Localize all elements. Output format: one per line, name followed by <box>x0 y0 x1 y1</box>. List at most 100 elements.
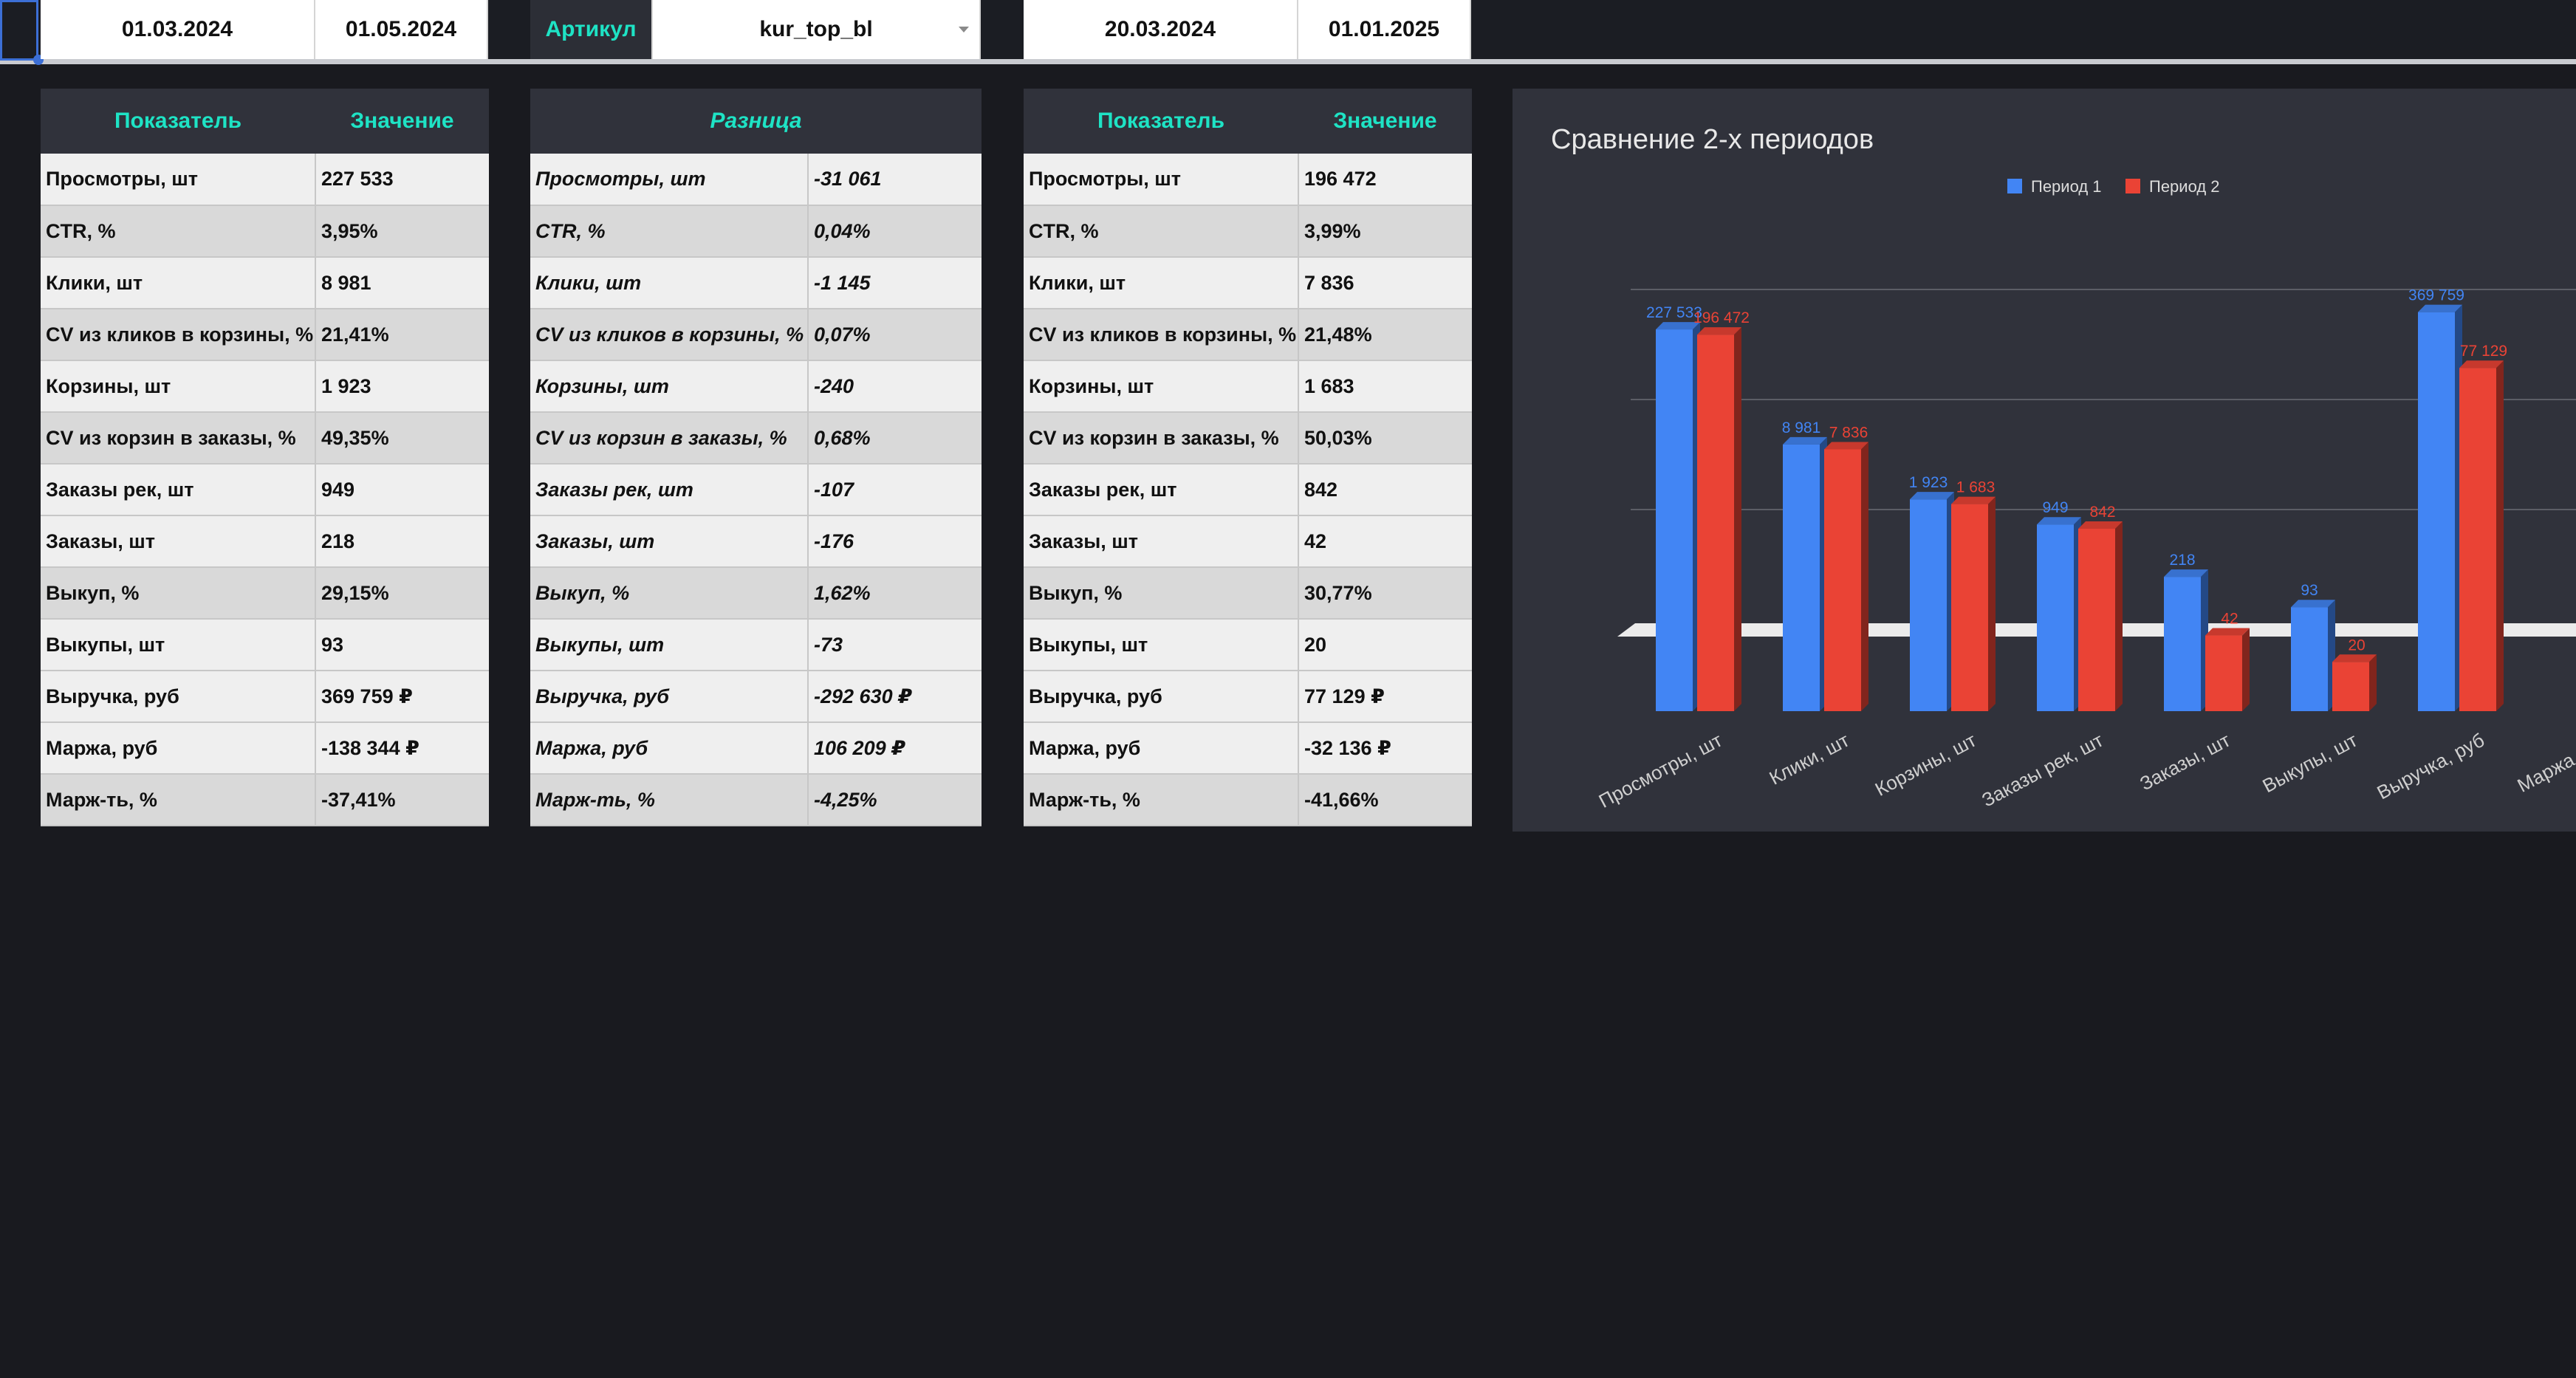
value-cell[interactable]: -107 <box>808 464 982 516</box>
table-row[interactable]: Просмотры, шт 227 533 <box>41 154 489 206</box>
metric-cell[interactable]: Заказы, шт <box>530 515 809 568</box>
selected-cell[interactable] <box>0 0 38 61</box>
table-row[interactable]: CV из кликов в корзины, % 21,48% <box>1024 309 1472 361</box>
value-cell[interactable]: -138 344 ₽ <box>315 722 489 775</box>
metric-cell[interactable]: CV из корзин в заказы, % <box>1024 412 1299 465</box>
value-cell[interactable]: -240 <box>808 360 982 413</box>
value-cell[interactable]: -32 136 ₽ <box>1298 722 1472 775</box>
table-row[interactable]: Маржа, руб 106 209 ₽ <box>530 722 982 775</box>
metric-cell[interactable]: Марж-ть, % <box>530 774 809 826</box>
metric-cell[interactable]: Выкупы, шт <box>41 619 316 671</box>
value-cell[interactable]: 0,04% <box>808 205 982 258</box>
value-cell[interactable]: -31 061 <box>808 154 982 206</box>
metric-cell[interactable]: CTR, % <box>530 205 809 258</box>
metric-cell[interactable]: Корзины, шт <box>530 360 809 413</box>
article-dropdown[interactable]: kur_top_bl <box>653 0 981 59</box>
value-cell[interactable]: -1 145 <box>808 257 982 309</box>
value-cell[interactable]: 0,68% <box>808 412 982 465</box>
table-row[interactable]: Корзины, шт -240 <box>530 360 982 413</box>
metric-cell[interactable]: Выкуп, % <box>1024 567 1299 620</box>
value-cell[interactable]: 21,48% <box>1298 309 1472 361</box>
metric-cell[interactable]: Просмотры, шт <box>530 154 809 206</box>
value-cell[interactable]: 77 129 ₽ <box>1298 671 1472 723</box>
metric-cell[interactable]: Заказы рек, шт <box>41 464 316 516</box>
comparison-chart[interactable]: Сравнение 2-х периодов Период 1 Период 2 2… <box>1513 89 2576 832</box>
table-row[interactable]: CV из кликов в корзины, % 0,07% <box>530 309 982 361</box>
metric-cell[interactable]: Выручка, руб <box>41 671 316 723</box>
table-row[interactable]: CV из корзин в заказы, % 0,68% <box>530 412 982 465</box>
metric-cell[interactable]: Клики, шт <box>1024 257 1299 309</box>
metric-cell[interactable]: Заказы, шт <box>1024 515 1299 568</box>
value-cell[interactable]: -41,66% <box>1298 774 1472 826</box>
value-cell[interactable]: 106 209 ₽ <box>808 722 982 775</box>
value-cell[interactable]: 3,95% <box>315 205 489 258</box>
metric-cell[interactable]: Выкупы, шт <box>1024 619 1299 671</box>
metric-cell[interactable]: CTR, % <box>41 205 316 258</box>
metric-cell[interactable]: Заказы рек, шт <box>1024 464 1299 516</box>
table-row[interactable]: Заказы, шт 218 <box>41 515 489 568</box>
value-cell[interactable]: 21,41% <box>315 309 489 361</box>
value-cell[interactable]: 30,77% <box>1298 567 1472 620</box>
table-row[interactable]: Заказы рек, шт 949 <box>41 464 489 516</box>
metric-cell[interactable]: Корзины, шт <box>1024 360 1299 413</box>
metric-cell[interactable]: CV из кликов в корзины, % <box>41 309 316 361</box>
table-row[interactable]: Выкуп, % 30,77% <box>1024 567 1472 620</box>
table-row[interactable]: Корзины, шт 1 683 <box>1024 360 1472 413</box>
value-cell[interactable]: 3,99% <box>1298 205 1472 258</box>
value-cell[interactable]: 369 759 ₽ <box>315 671 489 723</box>
metric-cell[interactable]: CV из кликов в корзины, % <box>530 309 809 361</box>
table-row[interactable]: CV из корзин в заказы, % 49,35% <box>41 412 489 465</box>
table-row[interactable]: Заказы, шт -176 <box>530 515 982 568</box>
metric-cell[interactable]: Просмотры, шт <box>41 154 316 206</box>
table-row[interactable]: Выкупы, шт 93 <box>41 619 489 671</box>
table-row[interactable]: Заказы, шт 42 <box>1024 515 1472 568</box>
value-cell[interactable]: 842 <box>1298 464 1472 516</box>
table-row[interactable]: Выручка, руб 77 129 ₽ <box>1024 671 1472 723</box>
value-cell[interactable]: 49,35% <box>315 412 489 465</box>
table-row[interactable]: CTR, % 0,04% <box>530 205 982 258</box>
value-cell[interactable]: 218 <box>315 515 489 568</box>
table-row[interactable]: Просмотры, шт -31 061 <box>530 154 982 206</box>
value-cell[interactable]: 20 <box>1298 619 1472 671</box>
table-row[interactable]: Выручка, руб 369 759 ₽ <box>41 671 489 723</box>
metric-cell[interactable]: CV из корзин в заказы, % <box>41 412 316 465</box>
table-row[interactable]: CV из корзин в заказы, % 50,03% <box>1024 412 1472 465</box>
period2-start-date[interactable]: 20.03.2024 <box>1024 0 1298 59</box>
table-row[interactable]: Выкупы, шт -73 <box>530 619 982 671</box>
metric-cell[interactable]: CTR, % <box>1024 205 1299 258</box>
dropdown-arrow-icon[interactable] <box>959 27 969 32</box>
table-row[interactable]: Заказы рек, шт -107 <box>530 464 982 516</box>
period2-end-date[interactable]: 01.01.2025 <box>1298 0 1471 59</box>
table-row[interactable]: Клики, шт 8 981 <box>41 257 489 309</box>
metric-cell[interactable]: CV из корзин в заказы, % <box>530 412 809 465</box>
table-row[interactable]: Выкупы, шт 20 <box>1024 619 1472 671</box>
metric-cell[interactable]: Маржа, руб <box>530 722 809 775</box>
metric-cell[interactable]: Марж-ть, % <box>41 774 316 826</box>
value-cell[interactable]: 50,03% <box>1298 412 1472 465</box>
table-row[interactable]: Клики, шт 7 836 <box>1024 257 1472 309</box>
value-cell[interactable]: 227 533 <box>315 154 489 206</box>
metric-cell[interactable]: Выкупы, шт <box>530 619 809 671</box>
table-row[interactable]: Марж-ть, % -4,25% <box>530 774 982 826</box>
value-cell[interactable]: 1,62% <box>808 567 982 620</box>
value-cell[interactable]: 1 683 <box>1298 360 1472 413</box>
value-cell[interactable]: -176 <box>808 515 982 568</box>
table-row[interactable]: Марж-ть, % -37,41% <box>41 774 489 826</box>
table-row[interactable]: CTR, % 3,99% <box>1024 205 1472 258</box>
table-row[interactable]: Выкуп, % 1,62% <box>530 567 982 620</box>
value-cell[interactable]: 29,15% <box>315 567 489 620</box>
metric-cell[interactable]: Клики, шт <box>41 257 316 309</box>
metric-cell[interactable]: Заказы, шт <box>41 515 316 568</box>
table-row[interactable]: Выкуп, % 29,15% <box>41 567 489 620</box>
value-cell[interactable]: 42 <box>1298 515 1472 568</box>
period1-end-date[interactable]: 01.05.2024 <box>315 0 488 59</box>
value-cell[interactable]: 0,07% <box>808 309 982 361</box>
table-row[interactable]: Заказы рек, шт 842 <box>1024 464 1472 516</box>
period1-start-date[interactable]: 01.03.2024 <box>41 0 315 59</box>
metric-cell[interactable]: Маржа, руб <box>41 722 316 775</box>
table-row[interactable]: Выручка, руб -292 630 ₽ <box>530 671 982 723</box>
value-cell[interactable]: -37,41% <box>315 774 489 826</box>
metric-cell[interactable]: Марж-ть, % <box>1024 774 1299 826</box>
table-row[interactable]: Маржа, руб -32 136 ₽ <box>1024 722 1472 775</box>
metric-cell[interactable]: Просмотры, шт <box>1024 154 1299 206</box>
